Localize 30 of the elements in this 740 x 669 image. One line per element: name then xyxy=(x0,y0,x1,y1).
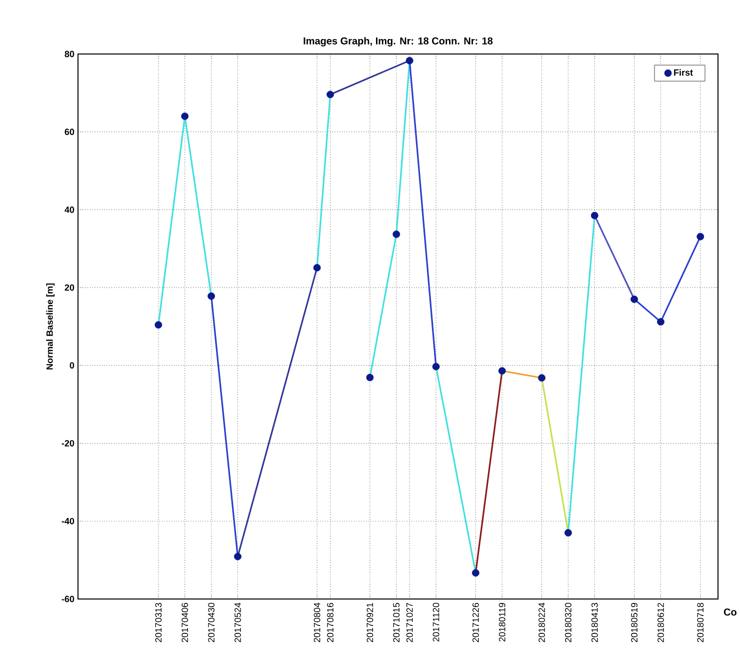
x-tick-label: 20180612 xyxy=(658,602,664,642)
x-tick-label: 20180320 xyxy=(565,602,572,642)
legend-label: First xyxy=(674,69,693,76)
y-tick-label: -20 xyxy=(62,440,74,446)
y-tick-label: -40 xyxy=(62,518,74,524)
y-tick-label: 20 xyxy=(64,284,74,291)
y-tick-label: 40 xyxy=(64,206,74,213)
y-tick-label: -60 xyxy=(62,596,74,602)
y-axis-title: Normal Baseline [m] xyxy=(46,283,55,370)
x-tick-label: 20170921 xyxy=(366,602,374,642)
x-tick-label: 20170313 xyxy=(155,602,162,642)
x-tick-label: 20171226 xyxy=(472,602,479,642)
x-tick-label: 20171015 xyxy=(393,602,400,642)
x-axis-title: Co xyxy=(724,608,736,616)
x-tick-label: 20180119 xyxy=(498,602,506,642)
x-tick-label: 20170804 xyxy=(314,602,320,642)
x-tick-label: 20180718 xyxy=(697,602,704,642)
y-tick-label: 60 xyxy=(64,128,74,136)
y-tick-label: 80 xyxy=(64,50,74,58)
x-tick-label: 20170430 xyxy=(208,602,214,642)
x-tick-label: 20170406 xyxy=(182,602,188,642)
x-tick-label: 20171120 xyxy=(432,602,440,642)
x-tick-label: 20180224 xyxy=(538,602,545,642)
x-tick-label: 20180519 xyxy=(631,602,638,642)
x-tick-label: 20180413 xyxy=(591,602,598,642)
y-tick-label: 0 xyxy=(70,362,74,369)
chart-title: Images Graph, Img. Nr: 18 Conn. Nr: 18 xyxy=(304,37,493,46)
x-tick-label: 20170524 xyxy=(234,602,241,642)
x-tick-label: 20171027 xyxy=(406,602,413,642)
x-tick-label: 20170816 xyxy=(327,602,334,642)
